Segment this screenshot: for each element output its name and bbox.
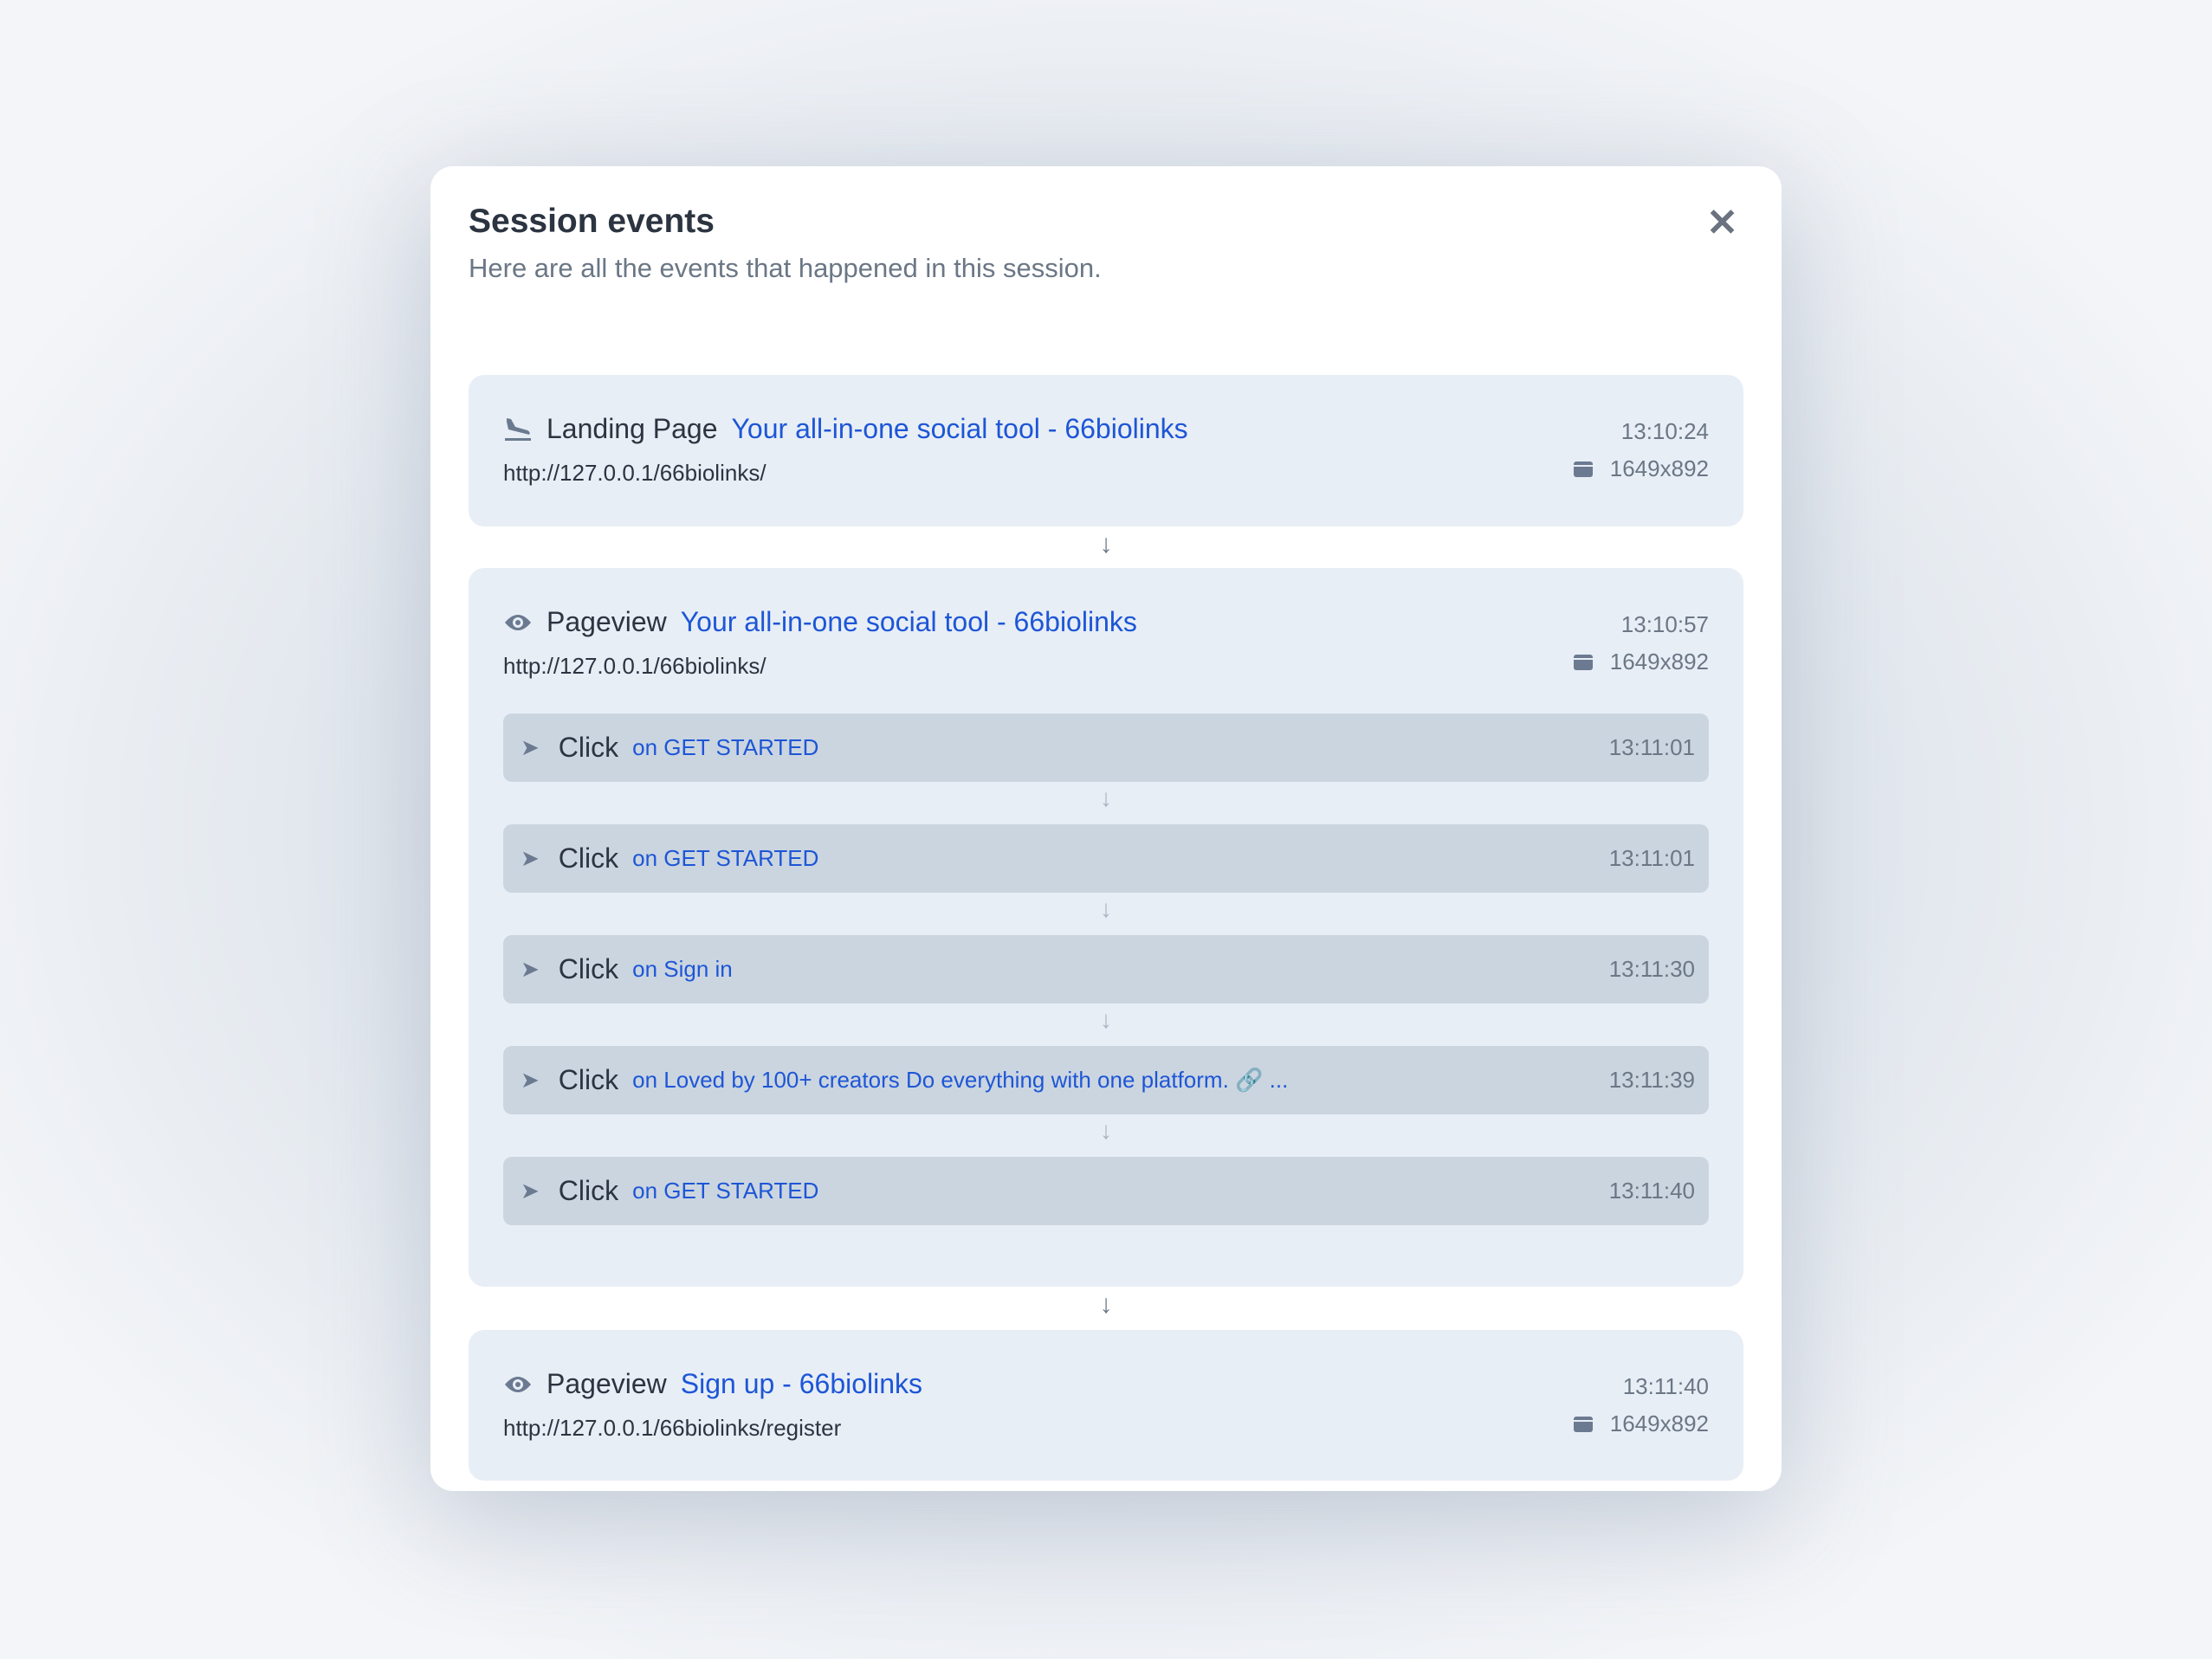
arrow-down-icon: ↓ bbox=[1099, 1290, 1113, 1319]
click-target: on GET STARTED bbox=[632, 734, 819, 760]
click-target: on Sign in bbox=[632, 956, 733, 982]
click-time: 13:11:30 bbox=[1608, 956, 1695, 982]
click-event-row: ➤ Click on Loved by 100+ creators Do eve… bbox=[503, 1046, 1709, 1114]
click-type: Click bbox=[558, 1064, 619, 1095]
event-url: http://127.0.0.1/66biolinks/ bbox=[503, 653, 766, 679]
click-type: Click bbox=[558, 842, 619, 874]
page-title-link[interactable]: Your all-in-one social tool - 66biolinks bbox=[680, 606, 1137, 637]
eye-icon bbox=[503, 610, 533, 636]
session-events-modal: Session events Here are all the events t… bbox=[430, 166, 1782, 1491]
arrow-down-icon: ↓ bbox=[1099, 530, 1113, 558]
click-event-row: ➤ Click on Sign in 13:11:30 bbox=[503, 935, 1709, 1004]
event-type: Landing Page bbox=[547, 413, 718, 444]
eye-icon bbox=[503, 1372, 533, 1398]
page-title-link[interactable]: Sign up - 66biolinks bbox=[680, 1368, 923, 1399]
event-time: 13:10:24 bbox=[1620, 418, 1709, 444]
arrow-down-icon: ↓ bbox=[1100, 895, 1112, 922]
plane-landing-icon bbox=[503, 416, 533, 442]
click-type: Click bbox=[558, 732, 619, 763]
window-icon bbox=[1573, 654, 1593, 670]
click-target: on GET STARTED bbox=[632, 1178, 819, 1204]
click-target: on Loved by 100+ creators Do everything … bbox=[632, 1067, 1289, 1093]
click-target: on GET STARTED bbox=[632, 845, 819, 871]
event-url: http://127.0.0.1/66biolinks/register bbox=[503, 1415, 842, 1441]
arrow-down-icon: ↓ bbox=[1100, 784, 1112, 811]
click-event-row: ➤ Click on GET STARTED 13:11:40 bbox=[503, 1157, 1709, 1225]
resolution-value: 1649x892 bbox=[1609, 649, 1709, 675]
event-time: 13:10:57 bbox=[1620, 611, 1709, 637]
event-type: Pageview bbox=[547, 1368, 667, 1399]
cursor-icon: ➤ bbox=[521, 956, 540, 982]
click-event-row: ➤ Click on GET STARTED 13:11:01 bbox=[503, 713, 1709, 782]
click-time: 13:11:01 bbox=[1608, 734, 1695, 760]
window-icon bbox=[1573, 1416, 1593, 1432]
cursor-icon: ➤ bbox=[521, 734, 540, 760]
event-type: Pageview bbox=[547, 606, 667, 637]
event-resolution: 1649x892 bbox=[1573, 649, 1709, 675]
resolution-value: 1649x892 bbox=[1609, 1410, 1709, 1436]
close-icon[interactable]: ✕ bbox=[1706, 202, 1738, 244]
click-type: Click bbox=[558, 1175, 619, 1206]
modal-subtitle: Here are all the events that happened in… bbox=[469, 253, 1102, 283]
click-type: Click bbox=[558, 953, 619, 984]
click-time: 13:11:01 bbox=[1608, 845, 1695, 871]
page-title-link[interactable]: Your all-in-one social tool - 66biolinks bbox=[731, 413, 1188, 444]
click-time: 13:11:39 bbox=[1608, 1067, 1695, 1093]
event-resolution: 1649x892 bbox=[1573, 1410, 1709, 1437]
event-resolution: 1649x892 bbox=[1573, 455, 1709, 482]
cursor-icon: ➤ bbox=[521, 845, 540, 871]
click-time: 13:11:40 bbox=[1608, 1178, 1695, 1204]
event-time: 13:11:40 bbox=[1622, 1373, 1709, 1399]
resolution-value: 1649x892 bbox=[1609, 455, 1709, 481]
cursor-icon: ➤ bbox=[521, 1178, 540, 1204]
event-card: Pageview Your all-in-one social tool - 6… bbox=[469, 568, 1743, 1287]
modal-title: Session events bbox=[469, 203, 715, 240]
event-card: Landing Page Your all-in-one social tool… bbox=[469, 375, 1743, 526]
window-icon bbox=[1573, 461, 1593, 477]
event-url: http://127.0.0.1/66biolinks/ bbox=[503, 460, 766, 486]
click-event-row: ➤ Click on GET STARTED 13:11:01 bbox=[503, 824, 1709, 893]
cursor-icon: ➤ bbox=[521, 1067, 540, 1093]
arrow-down-icon: ↓ bbox=[1100, 1006, 1112, 1033]
arrow-down-icon: ↓ bbox=[1100, 1117, 1112, 1144]
event-card: Pageview Sign up - 66biolinks http://127… bbox=[469, 1330, 1743, 1481]
